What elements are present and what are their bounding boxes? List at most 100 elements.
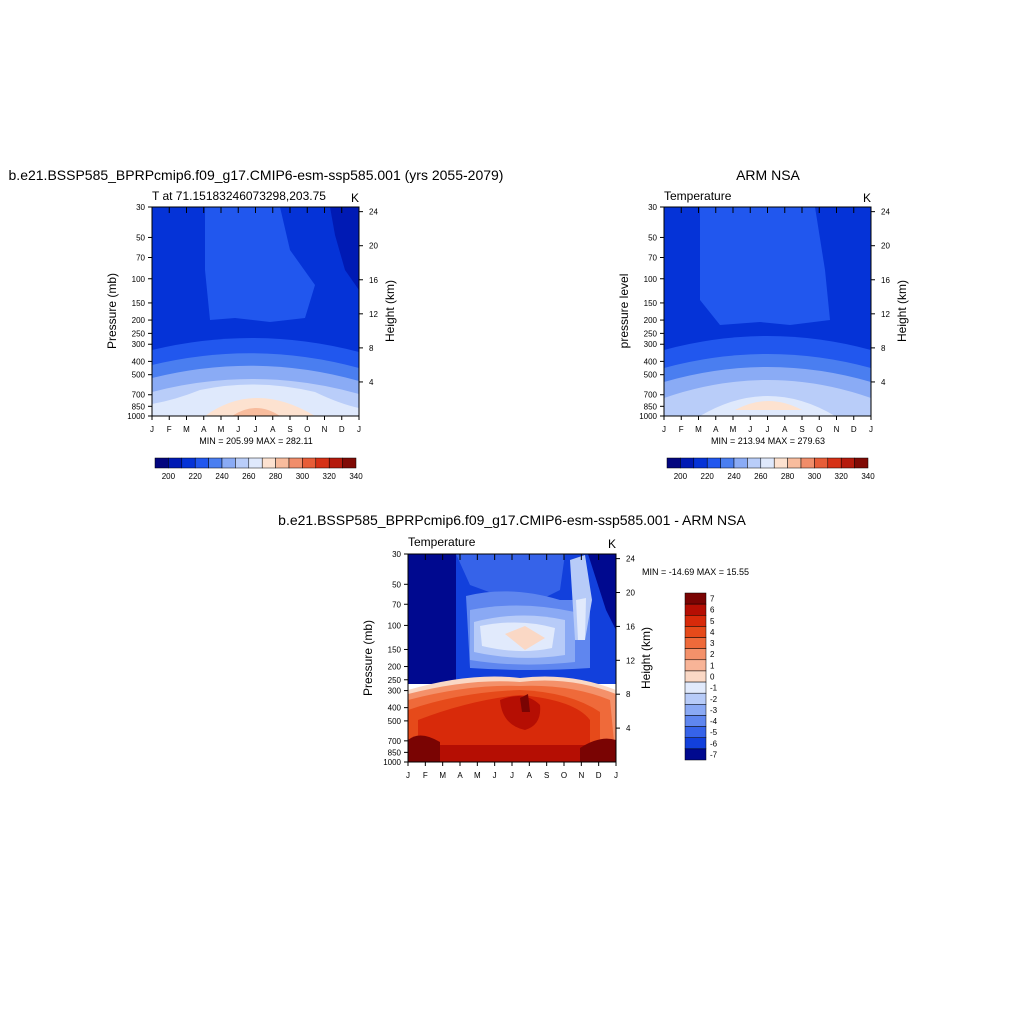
panel-model-ytick-label: 850 <box>132 402 146 411</box>
panel-diff-colorbar-label: -6 <box>710 739 718 748</box>
panel-model-units: K <box>351 191 359 205</box>
panel-diff-colorbar-label: -3 <box>710 706 718 715</box>
panel-diff-ylabel-right: Height (km) <box>639 627 653 689</box>
panel-model-colorbar-swatch <box>194 457 209 469</box>
panel-obs-colorbar-swatch <box>706 457 721 469</box>
panel-obs-ytick-right-label: 4 <box>881 378 886 387</box>
panel-diff-colorbar-swatch <box>684 670 707 683</box>
panel-model-colorbar-swatch <box>275 457 290 469</box>
panel-diff-ytick-label: 30 <box>392 550 401 559</box>
panel-obs-colorbar-swatch <box>666 457 681 469</box>
panel-obs-ytick-label: 50 <box>648 233 657 242</box>
panel-diff-colorbar-label: 3 <box>710 639 715 648</box>
panel-obs-ytick-right-label: 20 <box>881 242 890 251</box>
panel-obs-ytick-label: 150 <box>644 299 658 308</box>
panel-model-colorbar-swatch <box>168 457 183 469</box>
panel-model-colorbar-swatch <box>261 457 276 469</box>
panel-model-colorbar-swatch <box>221 457 236 469</box>
panel-model-colorbar-swatch <box>315 457 330 469</box>
panel-diff-colorbar-label: -2 <box>710 695 718 704</box>
panel-model-xtick-label: D <box>339 425 345 434</box>
panel-model-xtick-label: M <box>218 425 225 434</box>
panel-model-ytick-right-label: 8 <box>369 344 374 353</box>
panel-diff-colorbar-label: 0 <box>710 673 715 682</box>
panel-diff-colorbar-label: -1 <box>710 684 718 693</box>
panel-diff-title: b.e21.BSSP585_BPRPcmip6.f09_g17.CMIP6-es… <box>278 512 746 528</box>
panel-obs-colorbar-swatch <box>747 457 762 469</box>
panel-diff-xtick-label: M <box>474 771 481 780</box>
panel-obs-ylabel: pressure level <box>617 274 631 349</box>
panel-model-ytick-right-label: 20 <box>369 242 378 251</box>
panel-model-ytick-right-label: 16 <box>369 276 378 285</box>
panel-diff-colorbar-label: 1 <box>710 661 715 670</box>
panel-diff-subtitle: Temperature <box>408 535 476 549</box>
panel-diff-colorbar-swatch <box>684 659 707 672</box>
panel-diff-xtick-label: D <box>596 771 602 780</box>
panel-diff-xtick-label: N <box>578 771 584 780</box>
panel-model-ylabel: Pressure (mb) <box>105 273 119 349</box>
panel-diff-ytick-label: 200 <box>388 663 402 672</box>
panel-diff-xtick-label: S <box>544 771 549 780</box>
panel-model-colorbar-swatch <box>208 457 223 469</box>
panel-model-xtick-label: M <box>183 425 190 434</box>
panel-obs-ytick-label: 700 <box>644 391 658 400</box>
panel-diff-ytick-label: 100 <box>388 621 402 630</box>
panel-model-minmax: MIN = 205.99 MAX = 282.11 <box>199 436 312 446</box>
panel-obs-colorbar-label: 240 <box>727 472 741 481</box>
panel-obs-xtick-label: O <box>816 425 822 434</box>
panel-model-ytick-label: 250 <box>132 329 146 338</box>
panel-model-colorbar-swatch <box>235 457 250 469</box>
panel-model-colorbar-label: 340 <box>349 472 363 481</box>
panel-model-ytick-label: 150 <box>132 299 146 308</box>
panel-obs-ytick-label: 500 <box>644 371 658 380</box>
panel-model-xtick-label: A <box>201 425 207 434</box>
panel-diff-ytick-right-label: 12 <box>626 656 635 665</box>
panel-obs-subtitle: Temperature <box>664 189 732 203</box>
panel-obs-xtick-label: S <box>799 425 804 434</box>
panel-diff-xtick-label: A <box>527 771 533 780</box>
panel-model-subtitle: T at 71.15183246073298,203.75 <box>152 189 326 203</box>
panel-obs-ytick-label: 70 <box>648 254 657 263</box>
panel-obs-field <box>664 207 871 416</box>
panel-diff-colorbar-swatch <box>684 715 707 727</box>
panel-obs-ytick-label: 400 <box>644 357 658 366</box>
panel-diff-ytick-right-label: 24 <box>626 555 635 564</box>
panel-obs-colorbar-swatch <box>854 457 869 469</box>
panel-obs-colorbar-swatch <box>693 457 708 469</box>
panel-diff-colorbar-swatch <box>684 637 707 649</box>
panel-model-colorbar-label: 200 <box>162 472 176 481</box>
panel-diff-ytick-label: 1000 <box>383 758 401 767</box>
panel-obs-ytick-right-label: 12 <box>881 310 890 319</box>
panel-obs-ytick-label: 1000 <box>639 412 657 421</box>
panel-obs-colorbar-swatch <box>840 457 855 469</box>
panel-obs-colorbar-swatch <box>680 457 695 469</box>
panel-model-colorbar-label: 260 <box>242 472 256 481</box>
panel-obs-title: ARM NSA <box>736 167 800 183</box>
panel-model-xtick-label: A <box>270 425 276 434</box>
panel-model-ytick-right-label: 24 <box>369 208 378 217</box>
panel-model-colorbar-swatch <box>342 457 357 469</box>
panel-obs-ytick-right-label: 16 <box>881 276 890 285</box>
panel-diff-colorbar-label: 5 <box>710 617 715 626</box>
panel-diff-field <box>408 554 616 762</box>
panel-model-ytick-label: 30 <box>136 203 145 212</box>
panel-model-ytick-label: 200 <box>132 316 146 325</box>
panel-obs-colorbar-label: 260 <box>754 472 768 481</box>
panel-obs-units: K <box>863 191 871 205</box>
panel-model-colorbar-label: 220 <box>189 472 203 481</box>
panel-diff-colorbar-swatch <box>684 692 707 705</box>
panel-model-xtick-label: N <box>322 425 328 434</box>
panel-obs-ytick-label: 250 <box>644 329 658 338</box>
panel-obs-ytick-right-label: 24 <box>881 208 890 217</box>
panel-model-xtick-label: J <box>236 425 240 434</box>
panel-obs-xtick-label: A <box>782 425 788 434</box>
panel-diff-ytick-right-label: 16 <box>626 622 635 631</box>
panel-diff-colorbar-swatch <box>684 748 707 761</box>
panel-model-ytick-right-label: 4 <box>369 378 374 387</box>
panel-diff: b.e21.BSSP585_BPRPcmip6.f09_g17.CMIP6-es… <box>278 512 749 780</box>
panel-obs-xtick-label: A <box>713 425 719 434</box>
panel-model: b.e21.BSSP585_BPRPcmip6.f09_g17.CMIP6-es… <box>9 167 504 481</box>
panel-model-colorbar-swatch <box>248 457 263 469</box>
panel-obs-ytick-label: 300 <box>644 340 658 349</box>
panel-diff-units: K <box>608 537 616 551</box>
